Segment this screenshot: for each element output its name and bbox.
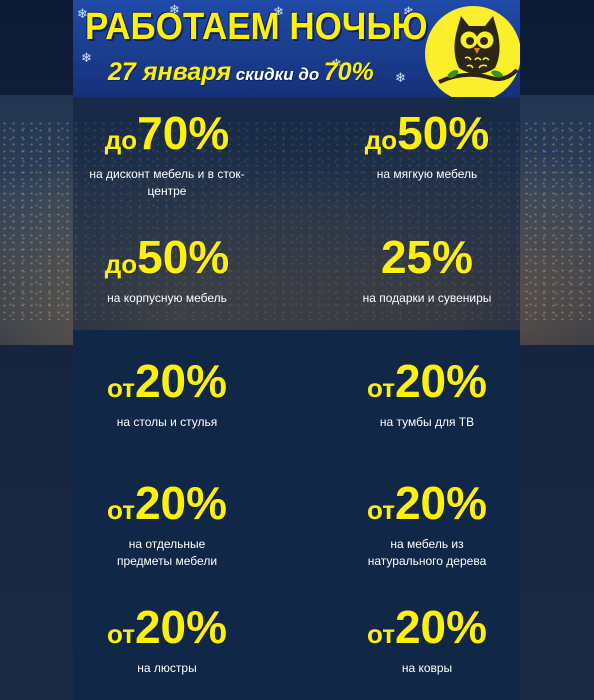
offer-value: от20% [62,358,272,404]
owl-icon [438,16,519,84]
offer-value: от20% [322,358,532,404]
offer-percent: 20% [394,355,488,407]
offer-discount-furniture: до70% на дисконт мебель и в сток-центре [62,110,272,200]
banner-discount-value: 70% [323,58,374,86]
offer-value: от20% [322,604,532,650]
snowflake-icon: ❄ [77,6,88,21]
snowflake-icon: ❄ [81,50,92,65]
offer-description: на ковры [401,661,453,675]
offers-panel-lower [73,330,520,700]
offer-percent: 20% [394,477,488,529]
offer-upholstered-furniture: до50% на мягкую мебель [322,110,532,183]
banner-discount-text: скидки до [235,65,320,84]
offer-prefix: до [364,125,398,155]
offer-percent: 50% [397,107,490,159]
banner-title: РАБОТАЕМ НОЧЬЮ [85,6,428,48]
offer-prefix: от [366,373,395,403]
promo-banner: ❄ ❄ ❄ ❄ ❄ ❄ ❄ РАБОТАЕМ НОЧЬЮ 27 января с… [73,0,520,97]
offer-percent: 20% [134,601,228,653]
offer-description: на мебель из натурального дерева [367,537,487,568]
offer-tables-chairs: от20% на столы и стулья [62,358,272,431]
snowflake-icon: ❄ [403,4,414,19]
offer-percent: 20% [394,601,488,653]
offer-prefix: от [366,495,395,525]
offer-value: от20% [322,480,532,526]
offer-carpets: от20% на ковры [322,604,532,677]
offer-value: от20% [62,480,272,526]
offer-prefix: от [366,619,395,649]
offer-value: до50% [62,234,272,280]
banner-date: 27 января [108,58,232,86]
offer-value: от20% [62,604,272,650]
offer-separate-items: от20% на отдельные предметы мебели [62,480,272,570]
snowflake-icon: ❄ [395,70,406,85]
offer-prefix: от [106,495,135,525]
offer-description: на люстры [137,661,197,675]
offer-cabinet-furniture: до50% на корпусную мебель [62,234,272,307]
offer-description: на мягкую мебель [376,167,478,181]
snowflake-icon: ❄ [273,4,284,19]
offer-percent: 20% [134,355,228,407]
offer-description: на дисконт мебель и в сток-центре [89,167,245,198]
offer-value: до50% [322,110,532,156]
offer-value: 25% [322,234,532,280]
offer-prefix: до [104,249,138,279]
offer-description: на тумбы для ТВ [379,415,475,429]
offer-description: на подарки и сувениры [362,291,492,305]
offer-gifts-souvenirs: 25% на подарки и сувениры [322,234,532,307]
snowflake-icon: ❄ [331,56,342,71]
offer-description: на отдельные предметы мебели [116,537,218,568]
offer-description: на столы и стулья [116,415,218,429]
offer-percent: 50% [137,231,230,283]
offer-chandeliers: от20% на люстры [62,604,272,677]
offer-percent: 70% [137,107,230,159]
offer-description: на корпусную мебель [107,291,227,305]
snowflake-icon: ❄ [169,2,180,17]
banner-subtitle: 27 января скидки до 70% [108,58,374,87]
offer-prefix: до [104,125,138,155]
offer-percent: 20% [134,477,228,529]
offer-solid-wood-furniture: от20% на мебель из натурального дерева [322,480,532,570]
offer-value: до70% [62,110,272,156]
offer-prefix: от [106,373,135,403]
offer-prefix: от [106,619,135,649]
offer-tv-stands: от20% на тумбы для ТВ [322,358,532,431]
offer-percent: 25% [380,231,474,283]
